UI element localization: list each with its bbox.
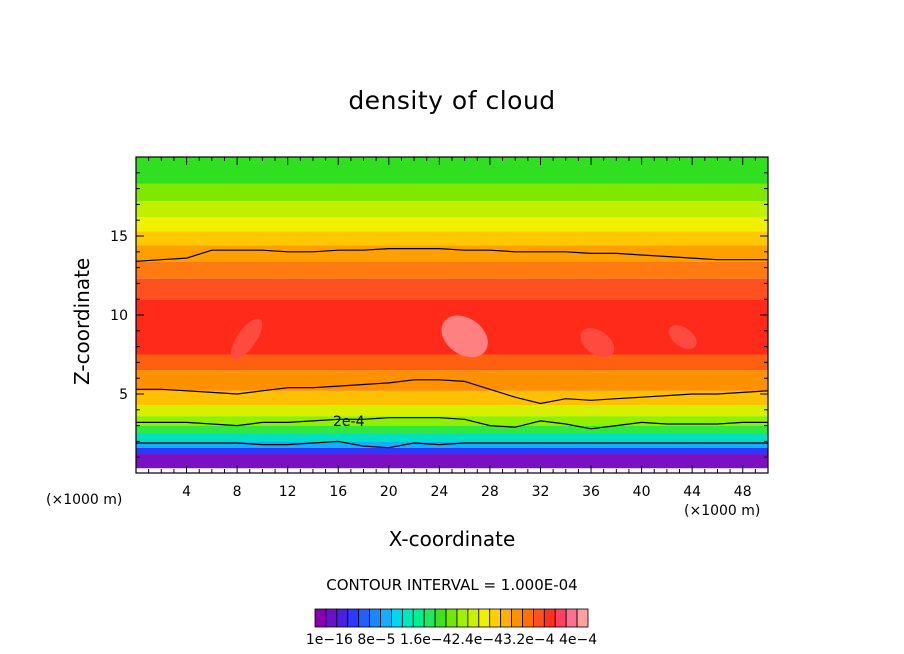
- x-tick-label: 48: [734, 484, 752, 500]
- colorbar-swatch-1: [325, 608, 338, 628]
- density-band-9: [136, 354, 768, 371]
- colorbar-swatch-22: [554, 608, 567, 628]
- contour-label: 2e-4: [333, 414, 365, 430]
- colorbar-swatch-16: [489, 608, 502, 628]
- x-axis-label: X-coordinate: [388, 527, 516, 551]
- x-unit-label: (×1000 m): [46, 492, 123, 508]
- contour-line-0: [136, 440, 768, 449]
- colorbar-labels: 1e−16 8e−5 1.6e−42.4e−43.2e−4 4e−4: [306, 632, 597, 648]
- colorbar-swatch-10: [423, 608, 436, 628]
- contour-interval: CONTOUR INTERVAL = 1.000E-04: [326, 576, 578, 594]
- colorbar-swatch-7: [391, 608, 403, 628]
- colorbar-swatch-19: [522, 608, 534, 628]
- contour-line-1: [136, 417, 768, 430]
- colorbar-swatch-0: [314, 608, 327, 628]
- x-tick-label: 20: [380, 484, 398, 500]
- density-band-14: [136, 231, 768, 246]
- density-band-6: [136, 405, 768, 417]
- density-band-13: [136, 245, 768, 262]
- max-patch-0: [441, 315, 488, 358]
- max-patch-2: [580, 328, 615, 358]
- colorbar-swatch-4: [358, 608, 370, 628]
- colorbar-swatch-12: [445, 608, 458, 628]
- contour-line-3: [136, 248, 768, 262]
- x-unit-label-right: (×1000 m): [684, 503, 761, 519]
- colorbar-swatch-14: [467, 608, 480, 628]
- x-tick-label: 12: [279, 484, 297, 500]
- x-tick-label: 8: [233, 484, 242, 500]
- max-patch-3: [668, 325, 697, 350]
- x-tick-label: 44: [683, 484, 701, 500]
- chart-title: density of cloud: [348, 86, 556, 115]
- density-band-11: [136, 278, 768, 300]
- max-patch-1: [230, 318, 263, 359]
- density-band-2: [136, 441, 768, 448]
- colorbar-swatch-3: [347, 608, 360, 628]
- contour-lines: [136, 248, 768, 449]
- y-tick-label: 10: [110, 308, 128, 324]
- x-tick-label: 40: [633, 484, 651, 500]
- density-band-12: [136, 261, 768, 279]
- density-band-3: [136, 433, 768, 442]
- colorbar-swatch-24: [576, 608, 589, 628]
- y-axis-label: Z-coordinate: [70, 257, 94, 385]
- density-field: [136, 157, 768, 469]
- colorbar-swatch-18: [511, 608, 523, 628]
- density-band-18: [136, 157, 768, 184]
- colorbar-swatch-11: [434, 608, 447, 628]
- colorbar-swatch-13: [456, 608, 469, 628]
- colorbar-swatch-6: [380, 608, 392, 628]
- colorbar-swatch-17: [500, 608, 512, 628]
- colorbar-swatch-5: [369, 608, 381, 628]
- colorbar-swatch-2: [336, 608, 349, 628]
- colorbar-swatch-21: [543, 608, 556, 628]
- colorbar-swatch-8: [401, 608, 414, 628]
- x-tick-label: 4: [182, 484, 191, 500]
- colorbar-swatch-9: [412, 608, 425, 628]
- y-tick-label: 15: [110, 229, 128, 245]
- density-band-17: [136, 183, 768, 202]
- density-band-7: [136, 390, 768, 406]
- density-band-5: [136, 416, 768, 426]
- contour-line-2: [136, 379, 768, 405]
- density-band-15: [136, 217, 768, 232]
- x-axis: 4 8 12 16 20 24 28 32 36 40 44 48: [148, 157, 756, 500]
- x-tick-label: 28: [481, 484, 499, 500]
- x-tick-label: 36: [582, 484, 600, 500]
- y-tick-label: 5: [119, 387, 128, 403]
- colorbar: 1e−16 8e−5 1.6e−42.4e−43.2e−4 4e−4: [306, 608, 597, 648]
- x-tick-label: 24: [430, 484, 448, 500]
- colorbar-swatch-15: [478, 608, 491, 628]
- density-band-1: [136, 447, 768, 455]
- y-axis: 5 10 15: [110, 172, 768, 458]
- density-band-0: [136, 454, 768, 469]
- colorbar-swatch-23: [565, 608, 578, 628]
- x-tick-label: 16: [329, 484, 347, 500]
- density-band-4: [136, 425, 768, 434]
- colorbar-swatch-20: [533, 608, 545, 628]
- x-tick-label: 32: [532, 484, 550, 500]
- density-band-16: [136, 201, 768, 218]
